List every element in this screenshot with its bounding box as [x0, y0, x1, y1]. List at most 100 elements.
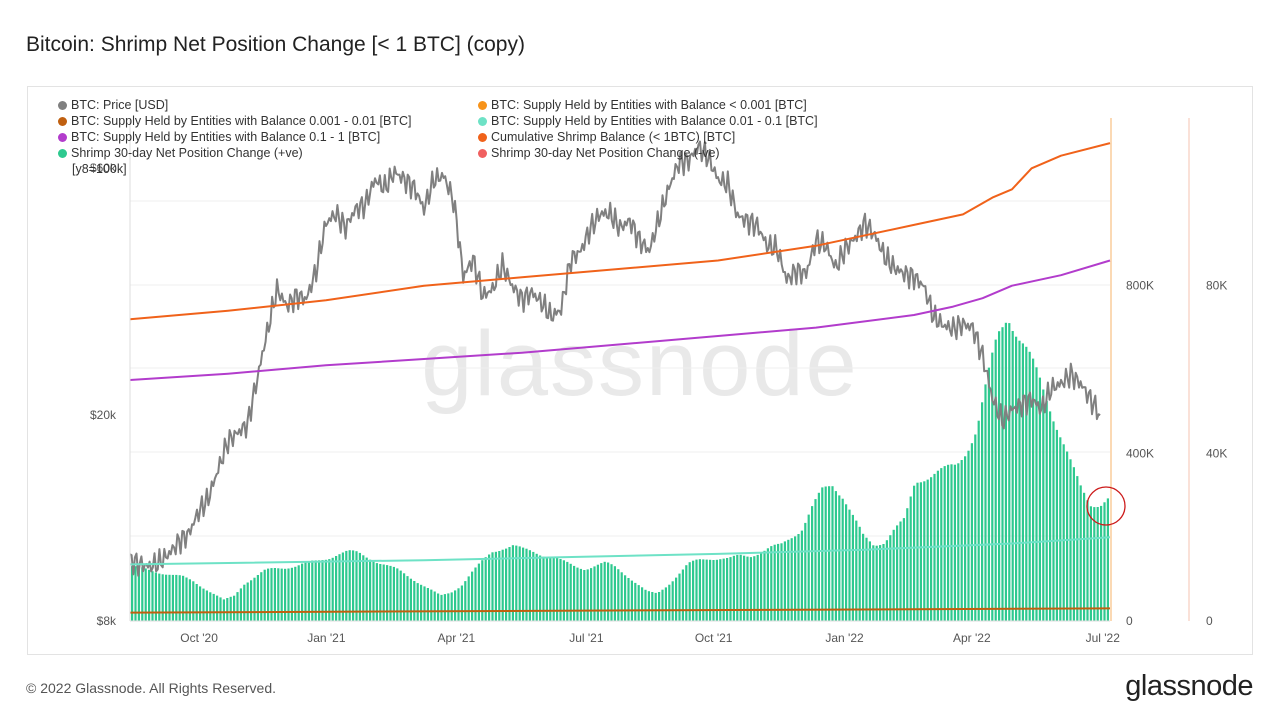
x-axis-tick-label: Oct '21 [695, 631, 733, 645]
net-position-bar [940, 468, 943, 621]
net-position-bar [471, 571, 474, 621]
net-position-bar [243, 584, 246, 621]
legend-item[interactable]: Shrimp 30-day Net Position Change (-ve) [478, 145, 720, 161]
net-position-bar [1015, 336, 1018, 621]
net-position-bar [199, 586, 202, 621]
left-axis-tick-label: $8k [97, 614, 117, 628]
legend-item[interactable]: Shrimp 30-day Net Position Change (+ve) [58, 145, 303, 161]
net-position-bar [1008, 323, 1011, 621]
net-position-bar [386, 565, 389, 621]
net-position-bar [413, 581, 416, 621]
legend-dot-icon [58, 116, 67, 126]
legend-item[interactable]: BTC: Price [USD] [58, 97, 168, 113]
net-position-bar [1045, 400, 1048, 621]
net-position-bar [1055, 429, 1058, 621]
net-position-bar [144, 568, 147, 621]
net-position-bar [586, 569, 589, 621]
net-position-bar [416, 583, 419, 621]
net-position-bar [675, 577, 678, 621]
net-position-bar [403, 573, 406, 621]
net-position-bar [375, 563, 378, 621]
net-position-bar [392, 566, 395, 621]
net-position-bar [178, 575, 181, 621]
net-position-bar [467, 576, 470, 621]
legend-dot-icon [478, 100, 487, 110]
net-position-bar [484, 557, 487, 621]
net-position-bar [991, 352, 994, 621]
net-position-bar [800, 530, 803, 621]
net-position-bar [464, 581, 467, 621]
net-position-bar [739, 554, 742, 621]
net-position-bar [131, 566, 134, 621]
net-position-bar [382, 564, 385, 621]
net-position-bar [437, 593, 440, 621]
net-position-bar [596, 564, 599, 621]
net-position-bar [1100, 505, 1103, 621]
net-position-bar [641, 587, 644, 621]
net-position-bar [576, 567, 579, 621]
net-position-bar [226, 598, 229, 621]
net-position-bar [756, 554, 759, 621]
legend-dot-icon [478, 116, 487, 126]
net-position-bar [233, 595, 236, 621]
net-position-bar [297, 565, 300, 621]
net-position-bar [358, 552, 361, 621]
legend-dot-icon [58, 148, 67, 158]
net-position-bar [681, 569, 684, 621]
net-position-bar [141, 567, 144, 621]
net-position-bar [321, 560, 324, 621]
net-position-bar [494, 551, 497, 621]
net-position-bar [729, 557, 732, 621]
right-axis-1-tick-label: 800K [1126, 279, 1154, 293]
net-position-bar [1083, 492, 1086, 621]
legend-item[interactable]: BTC: Supply Held by Entities with Balanc… [58, 129, 380, 145]
net-position-bar [603, 561, 606, 621]
net-position-bar [607, 562, 610, 621]
net-position-bar [617, 569, 620, 621]
net-position-bar [443, 594, 446, 621]
net-position-bar [668, 584, 671, 621]
net-position-bar [654, 592, 657, 621]
net-position-bar [698, 559, 701, 621]
net-position-bar [508, 547, 511, 621]
net-position-bar [773, 544, 776, 621]
net-position-bar [457, 588, 460, 621]
net-position-bar [188, 579, 191, 621]
net-position-bar [879, 545, 882, 621]
legend-item[interactable]: BTC: Supply Held by Entities with Balanc… [478, 113, 818, 129]
net-position-bar [420, 584, 423, 621]
net-position-bar [766, 548, 769, 621]
net-position-bar [913, 485, 916, 621]
net-position-bar [651, 592, 654, 621]
net-position-bar [790, 538, 793, 621]
series-line-cumulative-shrimp-balance-1btc-btc [129, 142, 1111, 321]
net-position-bar [1066, 451, 1069, 621]
chart-panel [27, 86, 1253, 655]
legend-item[interactable]: BTC: Supply Held by Entities with Balanc… [478, 97, 807, 113]
legend-item[interactable]: BTC: Supply Held by Entities with Balanc… [58, 113, 411, 129]
net-position-bar [1018, 340, 1021, 621]
legend-item[interactable]: Cumulative Shrimp Balance (< 1BTC) [BTC] [478, 129, 735, 145]
net-position-bar [365, 557, 368, 621]
net-position-bar [1086, 500, 1089, 621]
net-position-bar [695, 559, 698, 621]
net-position-bar [307, 561, 310, 621]
net-position-bar [984, 384, 987, 621]
left-axis-tick-label: $60k [90, 161, 117, 175]
net-position-bar [930, 477, 933, 621]
right-axis-2-tick-label: 40K [1206, 446, 1227, 460]
net-position-bar [647, 591, 650, 621]
net-position-bar [1001, 327, 1004, 621]
net-position-bar [185, 577, 188, 621]
net-position-bar [726, 558, 729, 621]
net-position-bar [658, 592, 661, 621]
copyright-footer: © 2022 Glassnode. All Rights Reserved. [26, 680, 277, 696]
net-position-bar [460, 585, 463, 621]
net-position-bar [182, 575, 185, 621]
net-position-bar [270, 568, 273, 621]
right-axis-1-tick-label: 0 [1126, 614, 1133, 628]
net-position-bar [1025, 346, 1028, 621]
net-position-bar [889, 535, 892, 621]
net-position-bar [171, 574, 174, 621]
net-position-bar [753, 556, 756, 621]
